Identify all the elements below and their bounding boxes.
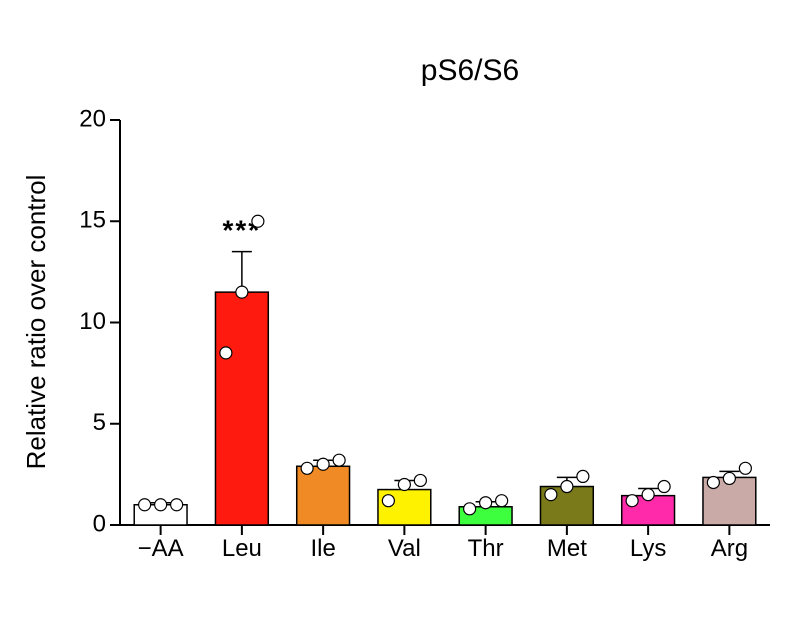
data-point [414, 474, 426, 486]
data-point [220, 347, 232, 359]
category-label: Arg [711, 535, 748, 562]
bar [215, 292, 268, 525]
data-point [496, 495, 508, 507]
data-point [707, 476, 719, 488]
data-point [658, 481, 670, 493]
y-tick-label: 10 [79, 308, 106, 335]
category-label: Leu [222, 535, 262, 562]
category-label: −AA [138, 535, 184, 562]
data-point [252, 215, 264, 227]
data-point [464, 503, 476, 515]
data-point [561, 481, 573, 493]
bar [297, 466, 350, 525]
y-tick-label: 20 [79, 105, 106, 132]
data-point [333, 454, 345, 466]
data-point [577, 470, 589, 482]
data-point [171, 499, 183, 511]
category-label: Ile [310, 535, 335, 562]
data-point [236, 286, 248, 298]
data-point [317, 458, 329, 470]
y-tick-label: 0 [93, 510, 106, 537]
y-axis-label: Relative ratio over control [21, 175, 51, 470]
data-point [545, 489, 557, 501]
data-point [626, 495, 638, 507]
data-point [139, 499, 151, 511]
y-tick-label: 15 [79, 207, 106, 234]
category-label: Val [388, 535, 421, 562]
data-point [382, 495, 394, 507]
data-point [739, 462, 751, 474]
data-point [642, 489, 654, 501]
data-point [155, 499, 167, 511]
category-label: Thr [468, 535, 504, 562]
chart-container: pS6/S6 Relative ratio over control 0 5 10 15 2… [0, 0, 800, 627]
data-point [398, 479, 410, 491]
data-point [723, 472, 735, 484]
bar-chart: pS6/S6 Relative ratio over control 0 5 10 15 2… [0, 0, 800, 627]
data-point [301, 462, 313, 474]
category-label: Met [547, 535, 587, 562]
category-label: Lys [630, 535, 666, 562]
y-tick-label: 5 [93, 409, 106, 436]
chart-title: pS6/S6 [421, 54, 519, 87]
data-point [480, 497, 492, 509]
